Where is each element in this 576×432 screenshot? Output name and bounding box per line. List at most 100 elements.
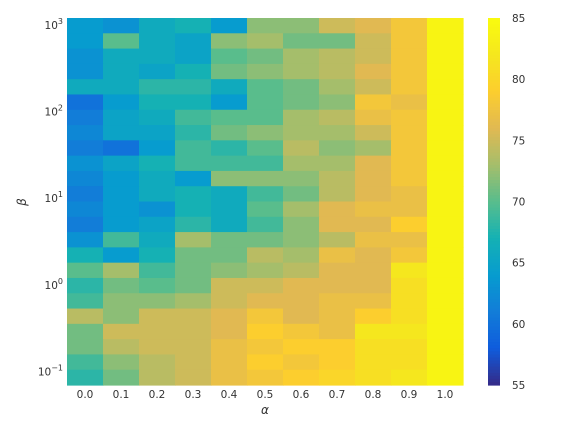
heatmap-cell: [283, 125, 320, 141]
heatmap-cell: [139, 339, 176, 356]
heatmap-cell: [103, 201, 140, 218]
y-tick-label: 103: [45, 17, 63, 32]
colorbar-slice: [488, 186, 500, 190]
y-tick-label: 102: [45, 104, 63, 119]
heatmap-cell: [283, 94, 320, 111]
heatmap-cell: [355, 216, 392, 233]
colorbar-slice: [488, 281, 500, 285]
colorbar-slice: [488, 348, 500, 352]
y-tick-label: 10−1: [38, 364, 63, 379]
heatmap-cell: [247, 293, 284, 310]
colorbar-slice: [488, 213, 500, 218]
colorbar-slice: [488, 244, 500, 248]
heatmap-cell: [319, 18, 356, 34]
colorbar-slice: [488, 42, 500, 47]
heatmap-cell: [175, 277, 212, 294]
heatmap-cell: [175, 232, 212, 248]
heatmap-cell: [211, 18, 248, 34]
heatmap-cell: [103, 94, 140, 111]
heatmap-cell: [103, 79, 140, 96]
heatmap-cell: [247, 170, 284, 187]
heatmap-cell: [175, 308, 212, 325]
heatmap-cell: [139, 109, 176, 126]
heatmap-cell: [247, 277, 284, 294]
colorbar-slice: [488, 39, 500, 44]
heatmap-cell: [319, 232, 356, 248]
heatmap-cell: [103, 262, 140, 279]
colorbar-slice: [488, 250, 500, 255]
heatmap-cell: [139, 323, 176, 340]
heatmap-cell: [283, 48, 320, 65]
heatmap-cell: [211, 293, 248, 310]
colorbar-slice: [488, 36, 500, 41]
colorbar-slice: [488, 69, 500, 74]
heatmap-cell: [211, 232, 248, 248]
heatmap-cell: [391, 33, 428, 50]
heatmap-cell: [247, 354, 284, 371]
colorbar-tick-label: 55: [512, 380, 525, 392]
heatmap-cell: [319, 48, 356, 65]
heatmap-cell: [175, 186, 212, 203]
colorbar-slice: [488, 299, 500, 304]
x-tick-label: 0.4: [221, 389, 238, 401]
heatmap-cell: [103, 308, 140, 325]
colorbar-slice: [488, 149, 500, 154]
heatmap-cell: [247, 216, 284, 233]
heatmap-cell: [427, 201, 464, 218]
heatmap-cell: [67, 94, 104, 111]
heatmap-cell: [355, 48, 392, 65]
heatmap-cell: [283, 140, 320, 157]
colorbar-slice: [488, 296, 500, 300]
colorbar-slice: [488, 225, 500, 230]
heatmap-cell: [211, 109, 248, 126]
x-tick-label: 0.8: [365, 389, 382, 401]
heatmap-cell: [103, 216, 140, 233]
heatmap-cell: [427, 369, 464, 386]
colorbar-slice: [488, 192, 500, 196]
colorbar-slice: [488, 320, 500, 325]
colorbar-slice: [488, 27, 500, 31]
heatmap-cell: [391, 293, 428, 310]
heatmap-cell: [67, 155, 104, 172]
heatmap-cell: [175, 201, 212, 218]
colorbar-slice: [488, 109, 500, 114]
heatmap-cell: [247, 232, 284, 248]
heatmap-cell: [67, 247, 104, 264]
heatmap-cell: [211, 216, 248, 233]
heatmap-cell: [391, 18, 428, 34]
colorbar-slice: [488, 177, 500, 181]
heatmap-cell: [175, 293, 212, 310]
colorbar-slice: [488, 128, 500, 132]
heatmap-cell: [103, 323, 140, 340]
colorbar-slice: [488, 336, 500, 340]
heatmap-cell: [211, 339, 248, 356]
heatmap-cell: [283, 232, 320, 248]
heatmap-cell: [175, 247, 212, 264]
heatmap-cell: [175, 48, 212, 65]
heatmap-cell: [247, 308, 284, 325]
colorbar-slice: [488, 305, 500, 310]
y-tick-label: 101: [45, 190, 63, 205]
colorbar-tick-label: 85: [512, 13, 525, 25]
heatmap-cell: [283, 186, 320, 203]
colorbar-slice: [488, 146, 500, 151]
heatmap-cell: [283, 247, 320, 264]
colorbar-slice: [488, 262, 500, 267]
heatmap-cell: [211, 155, 248, 172]
heatmap-cell: [211, 125, 248, 141]
colorbar-slice: [488, 235, 500, 239]
colorbar-slice: [488, 329, 500, 334]
heatmap-cell: [103, 155, 140, 172]
colorbar-slice: [488, 73, 500, 77]
heatmap-cell: [283, 277, 320, 294]
heatmap-cell: [283, 33, 320, 50]
colorbar-slice: [488, 342, 500, 346]
heatmap-cell: [139, 170, 176, 187]
heatmap-cell: [283, 354, 320, 371]
colorbar: [488, 18, 500, 386]
colorbar-slice: [488, 345, 500, 349]
colorbar-slice: [488, 33, 500, 37]
x-tick-label: 0.1: [113, 389, 130, 401]
colorbar-tick-label: 70: [512, 197, 525, 209]
colorbar-slice: [488, 21, 500, 25]
